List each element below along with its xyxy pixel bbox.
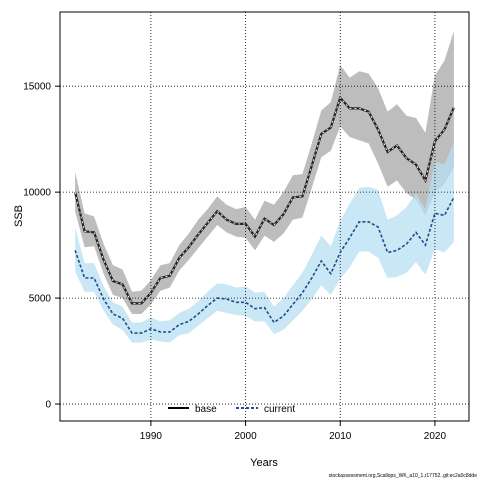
legend-label-current: current xyxy=(264,404,295,415)
confidence-bands xyxy=(75,31,454,343)
plot-frame xyxy=(59,11,470,422)
grid-lines xyxy=(60,12,469,421)
y-axis-title: SSB xyxy=(13,205,25,227)
current-confidence-band xyxy=(75,142,454,343)
base-series-line xyxy=(74,95,455,305)
y-axis: 0 5000 10000 15000 xyxy=(23,82,60,411)
current-series-line xyxy=(74,197,455,334)
x-tick-label: 1990 xyxy=(140,431,163,442)
series-lines xyxy=(74,95,455,334)
y-tick-label: 5000 xyxy=(29,294,52,305)
x-tick-label: 2010 xyxy=(329,431,352,442)
y-tick-label: 10000 xyxy=(23,188,51,199)
y-tick-label: 0 xyxy=(45,400,51,411)
base-confidence-band xyxy=(75,31,454,314)
x-tick-label: 2020 xyxy=(424,431,447,442)
x-axis: 1990 2000 2010 2020 xyxy=(140,421,447,442)
legend-label-base: base xyxy=(195,404,217,415)
source-footnote: stockassessment.org,Scallops_WK_a10_1,r1… xyxy=(329,473,478,479)
x-axis-title: Years xyxy=(250,457,278,469)
y-tick-label: 15000 xyxy=(23,82,51,93)
x-tick-label: 2000 xyxy=(234,431,257,442)
legend: base current xyxy=(168,404,295,415)
